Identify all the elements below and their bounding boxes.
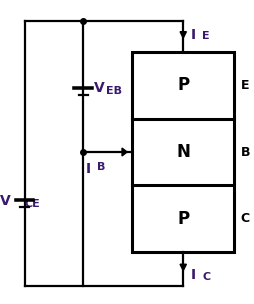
Text: C: C [241,212,250,225]
Text: I: I [190,28,196,42]
Polygon shape [180,264,186,271]
Text: EB: EB [106,86,122,96]
Text: B: B [241,146,250,158]
Text: V: V [0,194,11,208]
Text: E: E [202,32,210,41]
Text: CE: CE [24,199,40,209]
Text: E: E [241,79,249,92]
Text: P: P [177,210,189,228]
Text: P: P [177,76,189,94]
Text: B: B [97,162,106,172]
Polygon shape [122,148,127,156]
Text: N: N [176,143,190,161]
Text: I: I [86,162,91,176]
Text: I: I [190,268,196,282]
Polygon shape [180,32,186,38]
Text: V: V [94,81,105,95]
Bar [132,52,234,252]
Text: C: C [202,272,210,282]
